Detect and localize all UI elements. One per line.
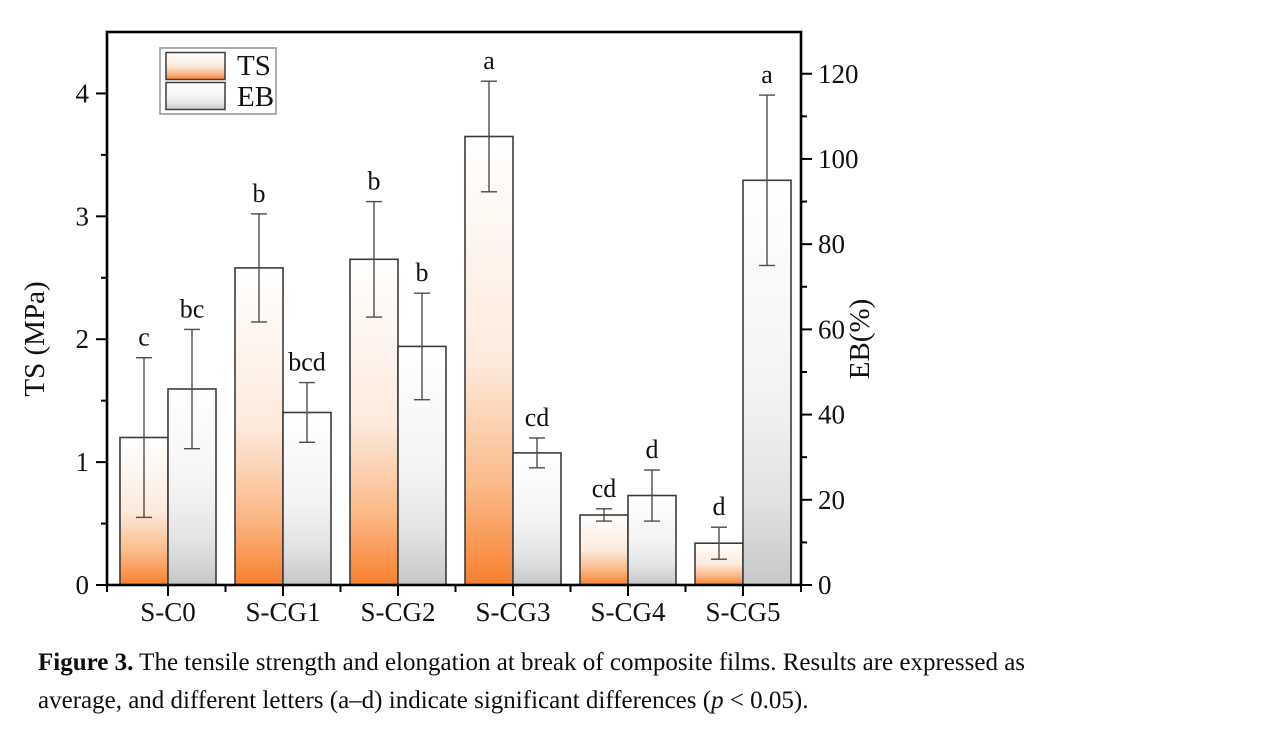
right-tick-label-120: 120: [818, 59, 859, 89]
sig-letter-eb-s-c0: bc: [180, 294, 205, 323]
sig-letter-ts-s-cg1: b: [253, 179, 266, 208]
sig-letter-ts-s-cg2: b: [368, 167, 381, 196]
sig-letter-eb-s-cg2: b: [416, 258, 429, 287]
caption-figure-label: Figure 3.: [38, 649, 134, 676]
plot-frame: [105, 30, 803, 587]
error-bar-ts-s-cg1: [251, 213, 267, 323]
x-tick-label-s-cg1: S-CG1: [245, 597, 320, 627]
sig-letter-ts-s-cg5: d: [713, 492, 726, 521]
caption-line2-text-b: < 0.05).: [723, 687, 809, 714]
right-tick-label-20: 20: [818, 485, 845, 515]
error-bar-ts-s-cg2: [366, 200, 382, 318]
x-tick-label-s-cg5: S-CG5: [705, 597, 780, 627]
sig-letter-eb-s-cg3: cd: [525, 403, 550, 432]
error-bar-eb-s-cg4: [644, 469, 660, 522]
error-bar-ts-s-cg4: [596, 508, 612, 522]
left-tick-label-0: 0: [76, 570, 90, 600]
error-bar-ts-s-cg5: [711, 526, 727, 560]
legend-swatch-eb: [165, 81, 226, 111]
sig-letter-eb-s-cg4: d: [646, 435, 659, 464]
sig-letter-ts-s-cg4: cd: [592, 474, 617, 503]
figure-caption: Figure 3. The tensile strength and elong…: [38, 644, 1250, 720]
bar-eb-s-cg3: [512, 452, 562, 586]
caption-p-symbol: p: [711, 687, 724, 714]
x-tick-label-s-cg4: S-CG4: [590, 597, 666, 627]
right-tick-label-100: 100: [818, 144, 859, 174]
x-tick-label-s-cg2: S-CG2: [360, 597, 435, 627]
sig-letter-eb-s-cg1: bcd: [288, 348, 326, 377]
legend-label-ts: TS: [237, 50, 271, 82]
error-bar-eb-s-cg3: [529, 437, 545, 469]
right-tick-label-60: 60: [818, 314, 845, 344]
sig-letter-ts-s-cg3: a: [483, 46, 495, 75]
caption-line1-text: The tensile strength and elongation at b…: [133, 649, 1026, 676]
left-tick-label-3: 3: [76, 201, 90, 231]
x-tick-label-s-c0: S-C0: [140, 597, 196, 627]
sig-letter-eb-s-cg5: a: [761, 60, 773, 89]
error-bar-eb-s-c0: [184, 328, 200, 450]
right-tick-label-40: 40: [818, 400, 845, 430]
bar-chart: cb bacddbcbcdbcdda01234020406080100120S-C…: [19, 30, 876, 627]
bar-ts-s-cg4: [579, 514, 629, 586]
right-tick-label-80: 80: [818, 229, 845, 259]
sig-letter-ts-s-c0: c: [138, 323, 150, 352]
error-bar-ts-s-cg3: [481, 80, 497, 193]
error-bar-ts-s-c0: [136, 357, 152, 519]
bar-ts-s-cg3: [464, 135, 514, 586]
x-tick-label-s-cg3: S-CG3: [475, 597, 550, 627]
right-tick-label-0: 0: [818, 570, 832, 600]
caption-line2-text-a: average, and different letters (a–d) ind…: [38, 687, 712, 714]
left-tick-label-1: 1: [76, 447, 90, 477]
error-bar-eb-s-cg5: [759, 94, 775, 267]
axis-ticks: [96, 72, 812, 596]
legend-label-eb: EB: [237, 81, 274, 113]
left-tick-label-4: 4: [76, 78, 90, 108]
error-bar-eb-s-cg1: [299, 381, 315, 443]
left-tick-label-2: 2: [76, 324, 90, 354]
error-bar-eb-s-cg2: [414, 292, 430, 401]
right-axis-title: EB(%): [844, 299, 876, 380]
legend-swatch-ts: [165, 51, 226, 81]
left-axis-title: TS (MPa): [19, 281, 51, 396]
